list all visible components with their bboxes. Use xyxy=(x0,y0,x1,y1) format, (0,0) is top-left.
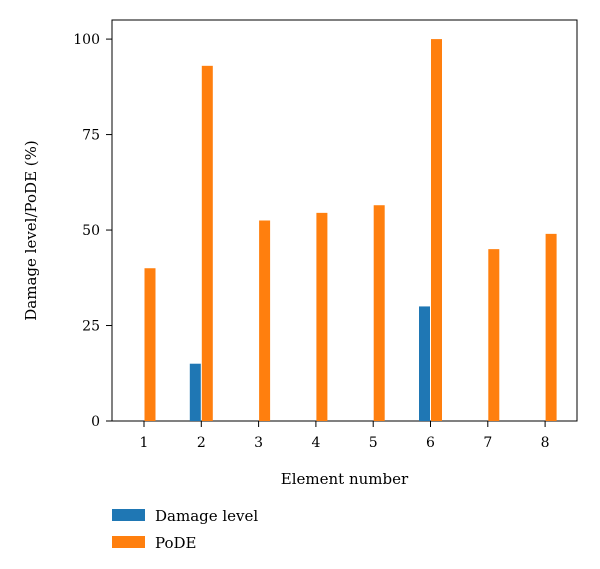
bar-damage-level-6 xyxy=(419,306,430,421)
y-tick-label: 50 xyxy=(82,223,100,239)
x-axis-ticks: 1 2 3 4 5 6 7 8 xyxy=(140,421,550,451)
plot-area: 1 2 3 4 5 6 7 8 0 25 50 75 100 xyxy=(73,19,578,451)
legend-swatch-damage-level xyxy=(112,509,145,521)
bar-pode-1 xyxy=(144,268,156,421)
x-tick-label: 5 xyxy=(369,435,378,451)
legend-label-pode: PoDE xyxy=(155,534,197,552)
legend: Damage level PoDE xyxy=(112,507,258,552)
y-axis-title: Damage level/PoDE (%) xyxy=(22,140,40,320)
x-axis-title: Element number xyxy=(281,470,409,488)
bar-pode-7 xyxy=(488,249,500,421)
bar-damage-level-2 xyxy=(189,363,201,421)
x-tick-label: 3 xyxy=(254,435,263,451)
legend-swatch-pode xyxy=(112,536,145,548)
bar-pode-8 xyxy=(545,233,557,421)
bar-pode-3 xyxy=(259,220,271,421)
legend-item-damage-level: Damage level xyxy=(112,507,258,525)
bar-pode-5 xyxy=(373,205,385,421)
legend-item-pode: PoDE xyxy=(112,534,197,552)
legend-label-damage-level: Damage level xyxy=(155,507,258,525)
y-tick-label: 75 xyxy=(82,128,100,144)
x-tick-label: 7 xyxy=(483,435,492,451)
bar-pode-2 xyxy=(201,65,213,421)
y-axis-ticks: 0 25 50 75 100 xyxy=(73,32,112,430)
y-tick-label: 100 xyxy=(73,32,100,48)
y-tick-label: 0 xyxy=(91,414,100,430)
bar-pode-6 xyxy=(431,39,442,421)
x-tick-label: 6 xyxy=(426,435,435,451)
x-tick-label: 1 xyxy=(140,435,149,451)
x-tick-label: 8 xyxy=(541,435,550,451)
y-tick-label: 25 xyxy=(82,319,100,335)
bar-pode-4 xyxy=(316,212,328,421)
x-tick-label: 2 xyxy=(197,435,206,451)
x-tick-label: 4 xyxy=(311,435,320,451)
plot-frame xyxy=(111,19,578,422)
bars xyxy=(144,39,557,421)
